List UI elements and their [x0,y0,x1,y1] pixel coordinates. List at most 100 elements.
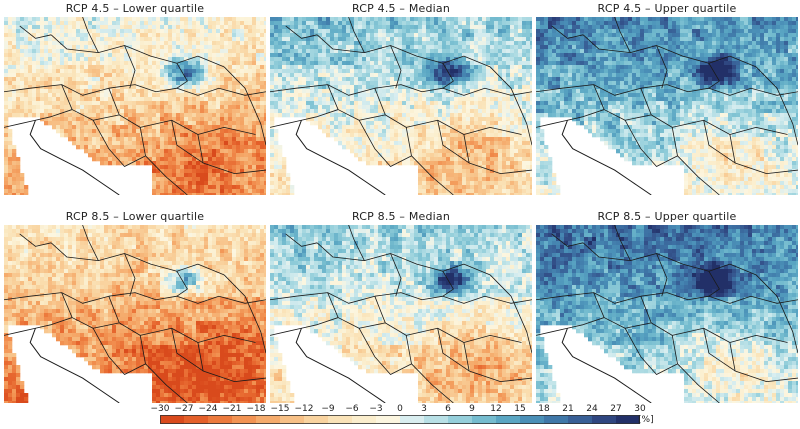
country-border [405,127,454,195]
colorbar-segment [472,415,497,424]
country-border [139,335,188,403]
anomaly-field [4,225,266,403]
anomaly-field [4,17,266,195]
colorbar-segment [280,415,305,424]
country-border [82,17,99,53]
country-border [92,120,146,167]
colorbar-tick-label: −15 [270,404,290,414]
coastline [561,328,652,403]
anomaly-map [536,17,798,195]
country-border [536,84,798,96]
colorbar-segment [328,415,353,424]
colorbar-segment [496,415,521,424]
country-border [582,34,757,68]
country-border [61,84,120,121]
colorbar-tick-label: 24 [586,404,598,414]
colorbar-tick-label: −30 [150,404,170,414]
map-rcp45-median [270,17,532,195]
colorbar-segment [256,415,281,424]
country-border [703,120,736,164]
country-border [374,296,522,343]
anomaly-map [4,17,266,195]
country-border [755,274,798,354]
colorbar-border [160,415,640,424]
country-border [755,66,798,146]
country-border [551,25,584,39]
map-rcp45-lower [4,17,266,195]
country-border [671,335,720,403]
country-border [171,120,204,164]
country-border [708,271,720,297]
country-border [327,84,386,121]
country-border [176,63,188,89]
country-border [316,242,491,276]
country-border [536,109,605,128]
country-border [285,25,318,39]
colorbar-tick-label: 6 [445,404,451,414]
colorbar-segment [352,415,377,424]
country-border [348,17,365,53]
country-border [593,292,652,329]
colorbar-tick-label: −21 [222,404,242,414]
colorbar-segment [160,415,185,424]
country-border [61,292,120,329]
country-border [108,296,256,343]
country-border [551,233,584,247]
colorbar-segment [544,415,569,424]
country-border [614,225,631,261]
country-border [285,233,318,247]
country-border [4,84,266,96]
country-border [50,242,225,276]
colorbar-tick-label: −27 [174,404,194,414]
country-border [729,342,798,383]
country-border [708,63,720,89]
colorbar-tick-label: 18 [538,404,550,414]
country-border [270,292,532,304]
colorbar-segment [520,415,545,424]
country-border [270,109,339,128]
country-border [327,292,386,329]
colorbar-tick-label: 27 [610,404,622,414]
colorbar-segment [376,415,401,424]
country-border [489,66,532,146]
country-border [614,17,631,53]
country-border [358,120,412,167]
country-border [437,120,470,164]
country-border [624,120,678,167]
anomaly-field [270,17,532,195]
country-border [124,45,136,89]
country-border [358,328,412,375]
colorbar-tick-label: −6 [345,404,359,414]
country-border [197,134,266,175]
country-border [82,225,99,261]
anomaly-map [270,17,532,195]
colorbar-segment [232,415,257,424]
country-border [19,233,52,247]
colorbar-segment [184,415,209,424]
panel-title-rcp85-upper: RCP 8.5 – Upper quartile [597,210,737,223]
country-border [729,134,798,175]
country-border [176,271,188,297]
colorbar-tick-label: −12 [294,404,314,414]
country-border [139,127,188,195]
anomaly-map [536,225,798,403]
colorbar-unit: [%] [638,415,654,425]
country-border [4,109,73,128]
colorbar-segment [568,415,593,424]
country-border [50,34,225,68]
country-border [223,274,266,354]
country-border [19,25,52,39]
map-rcp85-median [270,225,532,403]
country-border [671,127,720,195]
colorbar-tick-label: −18 [246,404,266,414]
country-border [656,45,668,89]
country-border [536,317,605,336]
colorbar-segment [208,415,233,424]
coastline [29,120,120,195]
colorbar-tick-label: 21 [562,404,574,414]
country-border [656,253,668,297]
panel-title-rcp45-upper: RCP 4.5 – Upper quartile [597,2,737,15]
country-border [593,84,652,121]
panel-title-rcp85-lower: RCP 8.5 – Lower quartile [65,210,205,223]
colorbar-tick-label: 15 [514,404,526,414]
